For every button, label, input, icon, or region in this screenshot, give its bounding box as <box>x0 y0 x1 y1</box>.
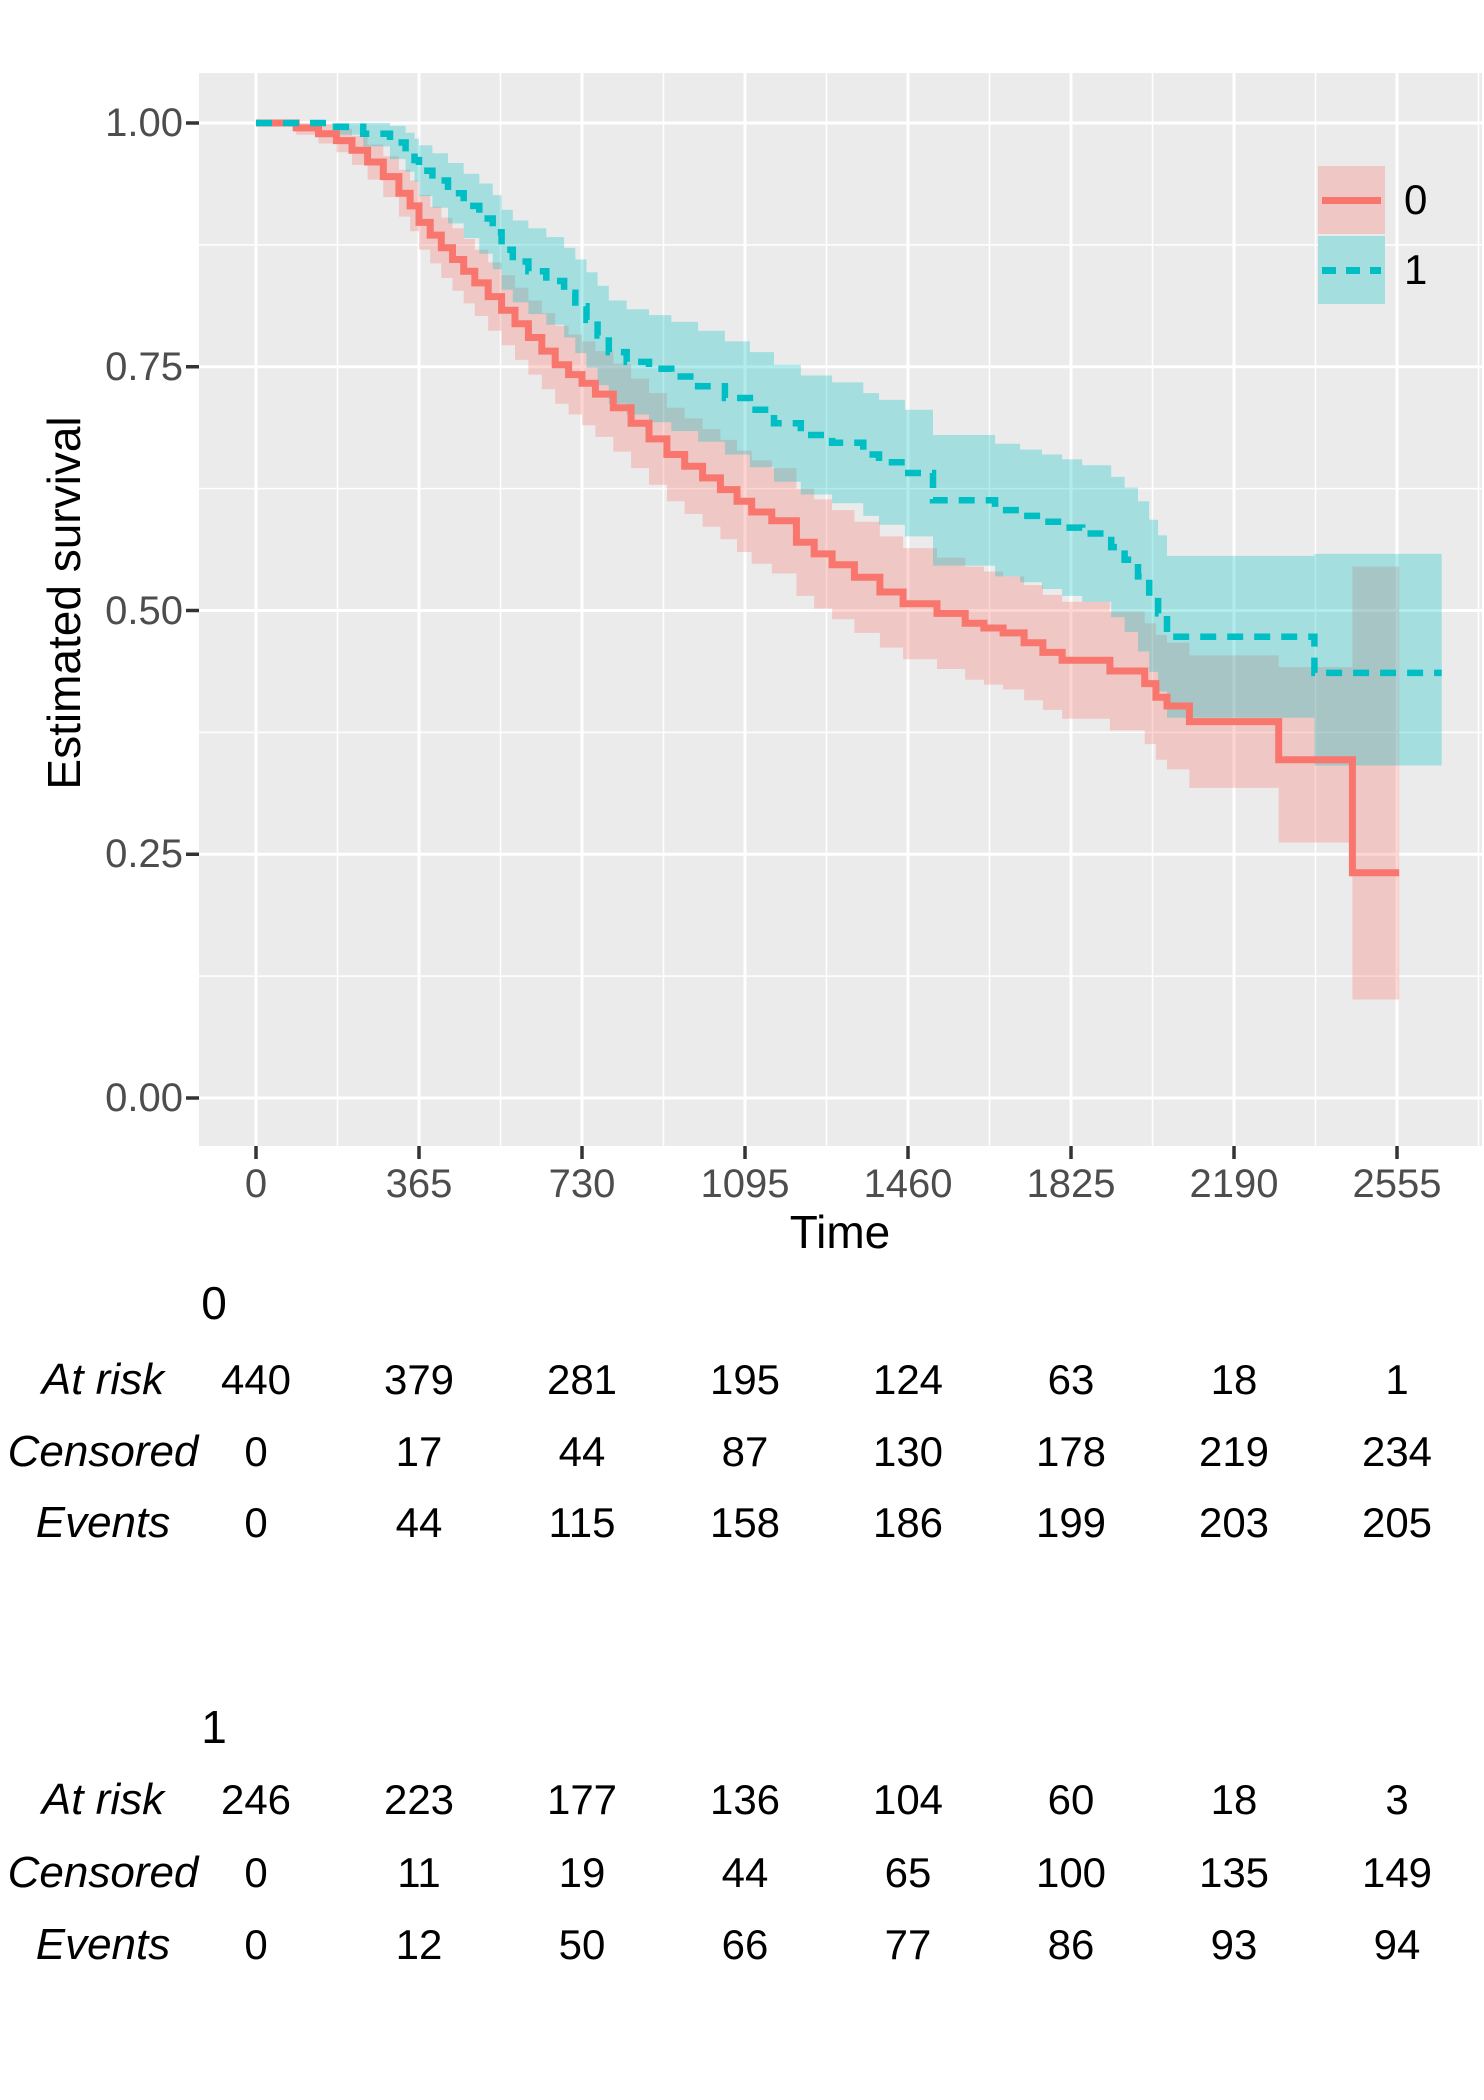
risk-table-row-label-events: Events <box>35 1920 171 1969</box>
legend-label-group-0: 0 <box>1404 176 1428 223</box>
x-tick-label-730: 730 <box>548 1162 616 1206</box>
risk-table-value: 0 <box>244 1499 268 1546</box>
risk-table-value: 234 <box>1361 1428 1433 1475</box>
y-tick-label-1.00: 1.00 <box>105 101 183 145</box>
risk-table-value: 12 <box>395 1921 443 1968</box>
risk-table-value: 3 <box>1385 1776 1409 1823</box>
legend-key-group-0 <box>1318 166 1385 234</box>
legend-key-group-1 <box>1318 236 1385 304</box>
risk-table-value: 65 <box>884 1849 932 1896</box>
y-tick-label-0.50: 0.50 <box>105 588 183 633</box>
risk-table-value: 223 <box>383 1776 455 1823</box>
risk-table-value: 115 <box>548 1499 616 1546</box>
risk-table-value: 44 <box>558 1428 606 1475</box>
x-tick-label-365: 365 <box>385 1162 453 1206</box>
risk-table-value: 0 <box>244 1921 268 1968</box>
risk-table-value: 93 <box>1210 1921 1258 1968</box>
risk-table-value: 0 <box>244 1849 268 1896</box>
risk-table-value: 281 <box>546 1356 618 1403</box>
risk-table-value: 18 <box>1210 1776 1258 1823</box>
risk-table-value: 44 <box>721 1849 769 1896</box>
risk-table-value: 195 <box>709 1356 781 1403</box>
gridlines <box>199 73 1482 1146</box>
risk-table-value: 158 <box>709 1499 781 1546</box>
risk-table-row-label-censored: Censored <box>7 1427 199 1476</box>
risk-table-value: 86 <box>1047 1921 1095 1968</box>
x-tick-label-2555: 2555 <box>1352 1162 1442 1206</box>
risk-table-group-header-0: 0 <box>201 1277 227 1329</box>
risk-table-value: 199 <box>1035 1499 1107 1546</box>
risk-table-value: 44 <box>395 1499 443 1546</box>
risk-table-row-label-at-risk: At risk <box>41 1775 165 1824</box>
risk-table-value: 94 <box>1373 1921 1421 1968</box>
risk-table-value: 136 <box>709 1776 781 1823</box>
risk-table-value: 17 <box>395 1428 443 1475</box>
risk-table-value: 104 <box>872 1776 944 1823</box>
x-tick-label-2190: 2190 <box>1189 1162 1279 1206</box>
series-layer <box>256 119 1442 1000</box>
ci-band-group-1 <box>256 123 1442 766</box>
x-tick-label-0: 0 <box>244 1162 268 1206</box>
risk-table-value: 11 <box>397 1849 441 1896</box>
y-tick-label-0.75: 0.75 <box>105 344 183 389</box>
risk-table-value: 149 <box>1361 1849 1433 1896</box>
survival-curve-group-0 <box>256 119 1400 877</box>
risk-table-value: 203 <box>1198 1499 1270 1546</box>
legend-label-group-1: 1 <box>1404 246 1428 293</box>
risk-table-row-label-at-risk: At risk <box>41 1355 165 1404</box>
risk-table-value: 130 <box>872 1428 944 1475</box>
legend-line-swatch-1 <box>1322 267 1381 274</box>
x-tick-label-1095: 1095 <box>700 1162 790 1206</box>
legend-line-swatch-0 <box>1322 197 1381 204</box>
y-tick-label-0.25: 0.25 <box>105 832 183 877</box>
risk-table-value: 440 <box>220 1356 292 1403</box>
risk-table-value: 19 <box>558 1849 606 1896</box>
risk-table-value: 87 <box>721 1428 769 1475</box>
y-tick-label-0.00: 0.00 <box>105 1076 183 1120</box>
x-axis-title: Time <box>789 1206 891 1258</box>
risk-table-value: 1 <box>1385 1356 1409 1403</box>
risk-table-value: 135 <box>1198 1849 1270 1896</box>
risk-table-value: 50 <box>558 1921 606 1968</box>
x-tick-label-1460: 1460 <box>863 1162 953 1206</box>
risk-table-value: 186 <box>872 1499 944 1546</box>
risk-table-row-label-events: Events <box>35 1498 171 1547</box>
survival-curve-group-1 <box>256 119 1442 677</box>
risk-table-row-label-censored: Censored <box>7 1848 199 1897</box>
risk-table-value: 205 <box>1361 1499 1433 1546</box>
risk-table-value: 124 <box>872 1356 944 1403</box>
risk-table-value: 246 <box>220 1776 292 1823</box>
risk-table-value: 63 <box>1047 1356 1095 1403</box>
axis-tick-marks <box>186 121 1399 1159</box>
risk-table-group-header-1: 1 <box>201 1701 227 1753</box>
risk-table-value: 379 <box>383 1356 455 1403</box>
risk-table-value: 66 <box>721 1921 769 1968</box>
risk-table-value: 219 <box>1198 1428 1270 1475</box>
risk-table-value: 177 <box>546 1776 618 1823</box>
risk-table-value: 0 <box>244 1428 268 1475</box>
x-tick-label-1825: 1825 <box>1026 1162 1116 1206</box>
risk-table-value: 60 <box>1047 1776 1095 1823</box>
risk-table-value: 100 <box>1035 1849 1107 1896</box>
risk-table-value: 77 <box>884 1921 932 1968</box>
risk-table-value: 18 <box>1210 1356 1258 1403</box>
survival-plot-canvas <box>186 73 1482 1159</box>
risk-table-value: 178 <box>1035 1428 1107 1475</box>
